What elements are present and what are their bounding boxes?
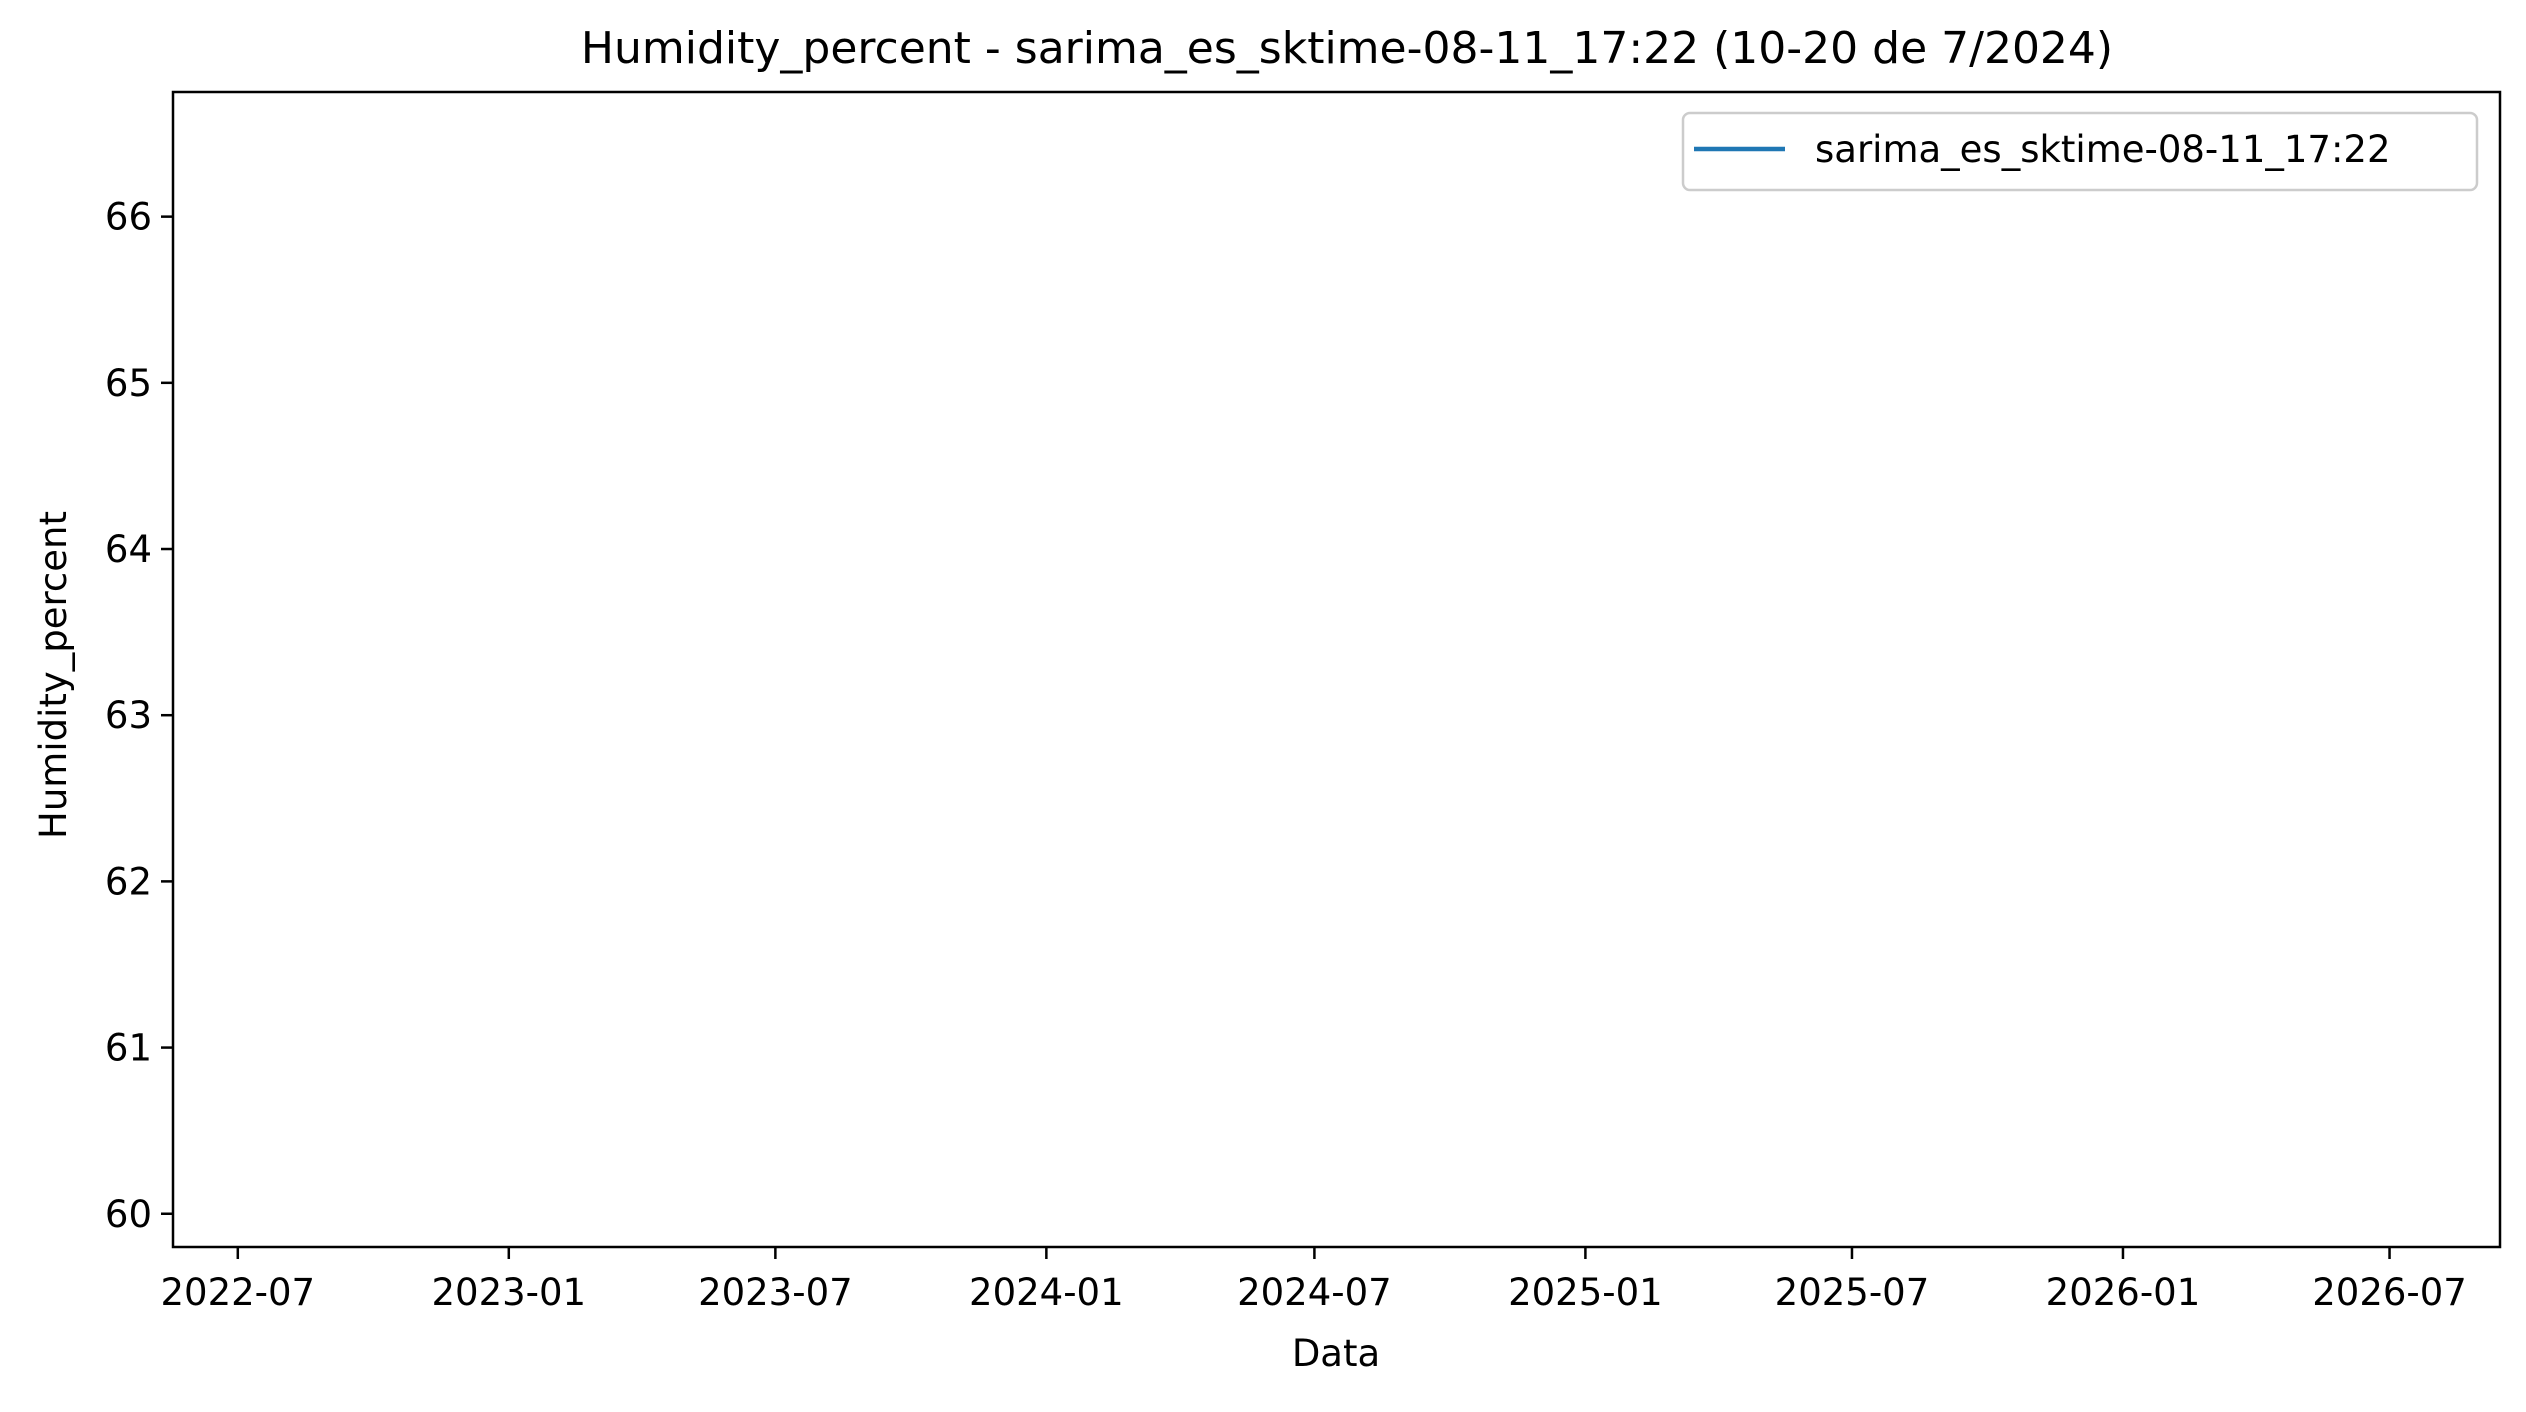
y-tick-label: 66 (105, 196, 152, 239)
plot-area-frame (171, 90, 2502, 1249)
x-tick-label: 2022-07 (160, 1271, 315, 1314)
x-tick-label: 2026-07 (2312, 1271, 2467, 1314)
x-axis-ticks: 2022-07 2023-01 2023-07 2024-01 2024-07 2025-… (160, 1247, 2467, 1314)
x-axis-label: Data (1292, 1332, 1380, 1375)
y-tick-label: 63 (105, 694, 152, 737)
y-axis-ticks: 60 61 62 63 64 65 66 (105, 196, 173, 1236)
y-tick-label: 60 (105, 1193, 152, 1236)
y-tick-label: 65 (105, 362, 152, 405)
x-tick-label: 2023-01 (431, 1271, 586, 1314)
y-tick-label: 62 (105, 860, 152, 903)
x-tick-label: 2025-01 (1508, 1271, 1663, 1314)
x-tick-label: 2023-07 (698, 1271, 853, 1314)
chart-title: Humidity_percent - sarima_es_sktime-08-1… (581, 23, 2113, 74)
y-tick-label: 61 (105, 1027, 152, 1070)
legend-entry-label: sarima_es_sktime-08-11_17:22 (1815, 128, 2391, 171)
y-tick-label: 64 (105, 528, 152, 571)
x-tick-label: 2024-07 (1237, 1271, 1392, 1314)
legend[interactable]: sarima_es_sktime-08-11_17:22 (1681, 111, 2479, 192)
y-axis-label: Humidity_percent (32, 511, 75, 839)
x-tick-label: 2026-01 (2046, 1271, 2201, 1314)
x-tick-label: 2025-07 (1775, 1271, 1930, 1314)
x-tick-label: 2024-01 (969, 1271, 1124, 1314)
legend-box (1681, 111, 2479, 192)
